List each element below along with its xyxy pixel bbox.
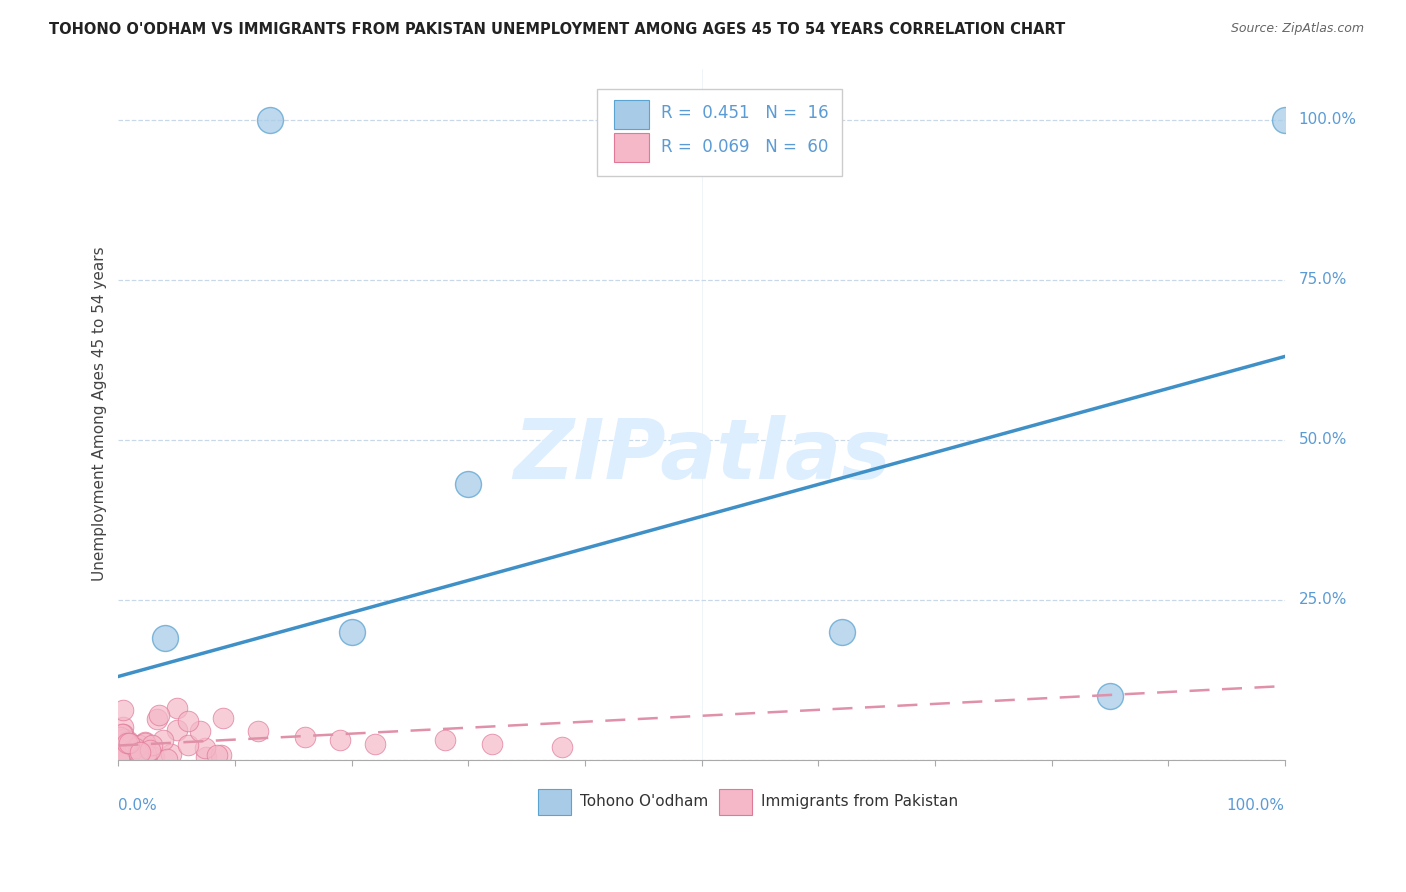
Point: [205, 747, 228, 762]
Point: [108, 751, 131, 765]
Point: [112, 751, 135, 765]
Point: [121, 750, 143, 764]
Point: [114, 739, 136, 753]
Point: [134, 736, 156, 750]
Point: [166, 701, 188, 715]
Text: TOHONO O'ODHAM VS IMMIGRANTS FROM PAKISTAN UNEMPLOYMENT AMONG AGES 45 TO 54 YEAR: TOHONO O'ODHAM VS IMMIGRANTS FROM PAKIST…: [49, 22, 1066, 37]
Point: [1098, 689, 1121, 703]
Point: [135, 747, 157, 762]
Point: [294, 730, 316, 744]
Point: [118, 748, 141, 763]
Point: [550, 739, 572, 754]
Point: [195, 750, 218, 764]
FancyBboxPatch shape: [596, 89, 842, 176]
Point: [177, 714, 200, 729]
FancyBboxPatch shape: [614, 133, 650, 161]
Point: [112, 720, 135, 734]
Point: [457, 477, 479, 491]
Point: [177, 738, 200, 752]
Point: [108, 752, 131, 766]
Point: [1274, 112, 1296, 127]
Text: R =  0.451   N =  16: R = 0.451 N = 16: [661, 104, 828, 122]
Point: [194, 741, 217, 756]
Point: [129, 743, 152, 757]
Point: [125, 753, 148, 767]
Point: [112, 732, 135, 747]
Point: [124, 751, 146, 765]
Point: [112, 727, 135, 741]
Point: [111, 703, 134, 717]
Point: [128, 738, 150, 752]
Point: [159, 747, 181, 761]
Point: [115, 736, 138, 750]
Point: [139, 743, 162, 757]
Point: [110, 748, 132, 763]
Point: [166, 723, 188, 738]
Point: [481, 737, 503, 751]
Point: [259, 112, 281, 127]
Point: [152, 733, 174, 747]
Text: 0.0%: 0.0%: [118, 797, 157, 813]
Point: [114, 748, 136, 763]
Text: Tohono O'odham: Tohono O'odham: [581, 794, 709, 809]
Y-axis label: Unemployment Among Ages 45 to 54 years: Unemployment Among Ages 45 to 54 years: [93, 247, 107, 582]
Point: [118, 736, 141, 750]
Point: [364, 737, 387, 751]
Text: 100.0%: 100.0%: [1227, 797, 1285, 813]
Point: [118, 748, 141, 763]
Point: [209, 748, 232, 763]
Text: 100.0%: 100.0%: [1299, 112, 1357, 128]
Point: [156, 752, 179, 766]
Point: [247, 723, 270, 738]
Text: Source: ZipAtlas.com: Source: ZipAtlas.com: [1230, 22, 1364, 36]
FancyBboxPatch shape: [718, 789, 752, 815]
Point: [141, 738, 163, 752]
Text: Immigrants from Pakistan: Immigrants from Pakistan: [761, 794, 959, 809]
Point: [134, 735, 156, 749]
Point: [108, 752, 131, 766]
Point: [112, 747, 135, 762]
Point: [212, 711, 235, 725]
Point: [121, 743, 143, 757]
Point: [831, 624, 853, 639]
Point: [188, 723, 211, 738]
Point: [134, 751, 156, 765]
Point: [117, 734, 139, 748]
Point: [148, 707, 170, 722]
Point: [434, 733, 457, 747]
Point: [117, 735, 139, 749]
Text: R =  0.069   N =  60: R = 0.069 N = 60: [661, 137, 828, 155]
Point: [340, 624, 363, 639]
FancyBboxPatch shape: [538, 789, 571, 815]
Text: 25.0%: 25.0%: [1299, 592, 1347, 607]
Text: 75.0%: 75.0%: [1299, 272, 1347, 287]
Point: [146, 712, 169, 726]
Point: [124, 740, 146, 755]
Point: [143, 750, 166, 764]
Point: [127, 745, 149, 759]
Point: [128, 745, 150, 759]
FancyBboxPatch shape: [614, 100, 650, 128]
Point: [329, 733, 352, 747]
Text: ZIPatlas: ZIPatlas: [513, 415, 890, 496]
Text: 50.0%: 50.0%: [1299, 432, 1347, 447]
Point: [111, 727, 134, 741]
Point: [110, 730, 132, 744]
Point: [108, 742, 131, 756]
Point: [153, 631, 176, 645]
Point: [135, 752, 157, 766]
